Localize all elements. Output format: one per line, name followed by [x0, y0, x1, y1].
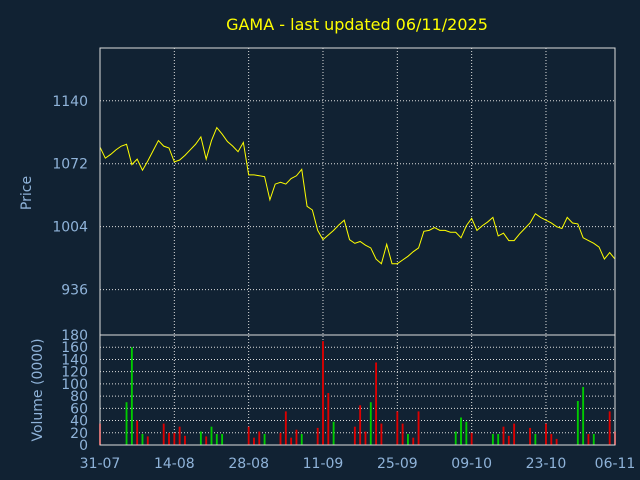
price-line — [99, 126, 616, 265]
volume-bar — [417, 411, 420, 445]
date-tick-label: 09-10 — [451, 456, 492, 472]
volume-bar — [184, 435, 186, 445]
volume-bar — [608, 411, 611, 445]
price-series — [99, 126, 616, 265]
volume-bar — [247, 426, 250, 445]
volume-bar — [497, 434, 500, 445]
volume-tick-label: 120 — [61, 365, 88, 381]
date-tick-label: 06-11 — [595, 456, 636, 472]
date-tick-label: 25-09 — [377, 456, 418, 472]
volume-tick-label: 20 — [70, 426, 88, 442]
volume-bar — [454, 431, 457, 445]
volume-bar — [460, 417, 462, 445]
volume-tick-label: 160 — [61, 340, 88, 356]
volume-bar — [412, 437, 415, 445]
date-tick-label: 23-10 — [526, 456, 567, 472]
volume-tick-label: 0 — [79, 438, 88, 454]
volume-bar — [322, 341, 324, 445]
volume-bar — [513, 423, 516, 445]
date-tick-label: 31-07 — [80, 456, 121, 472]
volume-bar — [364, 431, 367, 445]
volume-bar — [279, 432, 282, 445]
price-tick-label: 1140 — [52, 94, 88, 110]
volume-axis-label: Volume (0000) — [30, 338, 46, 441]
volume-bar — [396, 411, 399, 445]
volume-bar — [555, 438, 558, 445]
volume-bar — [300, 434, 303, 445]
volume-bar — [332, 421, 335, 445]
volume-bar — [550, 434, 553, 445]
volume-bar — [502, 426, 505, 445]
volume-panel-frame — [99, 334, 616, 446]
volume-bars — [99, 341, 616, 445]
volume-bar — [316, 427, 319, 445]
volume-bar — [369, 402, 372, 445]
volume-bar — [290, 437, 293, 445]
volume-bar — [407, 434, 409, 445]
volume-bar — [353, 426, 356, 445]
volume-bar — [215, 434, 218, 445]
volume-bar — [359, 405, 362, 445]
volume-bar — [327, 393, 330, 445]
volume-bar — [587, 434, 590, 445]
volume-bar — [253, 437, 255, 445]
date-tick-label: 28-08 — [228, 456, 269, 472]
volume-bar — [263, 434, 266, 445]
volume-bar — [168, 432, 170, 445]
volume-bar — [507, 435, 510, 445]
volume-bar — [210, 426, 213, 445]
price-tick-label: 1004 — [52, 220, 88, 236]
chart-title: GAMA - last updated 06/11/2025 — [226, 15, 488, 34]
volume-bar — [592, 434, 595, 445]
volume-bar — [141, 434, 144, 445]
volume-bar — [534, 434, 537, 445]
volume-bar — [205, 436, 208, 445]
volume-bar — [221, 434, 224, 445]
volume-bar — [491, 434, 494, 445]
volume-tick-label: 40 — [70, 414, 88, 430]
volume-bar — [125, 402, 128, 445]
volume-bar — [470, 432, 473, 445]
volume-bar — [199, 431, 202, 445]
volume-bar — [401, 423, 404, 445]
volume-tick-label: 140 — [61, 352, 88, 368]
volume-tick-label: 100 — [61, 377, 88, 393]
volume-bar — [375, 362, 378, 445]
volume-bar — [295, 429, 298, 445]
volume-bar — [173, 432, 176, 445]
volume-bar — [178, 426, 181, 445]
volume-bar — [258, 431, 261, 445]
volume-bar — [576, 401, 579, 445]
price-tick-label: 1072 — [52, 157, 88, 173]
volume-bar — [582, 386, 585, 445]
price-tick-label: 936 — [61, 283, 88, 299]
volume-bar — [545, 423, 547, 445]
volume-bar — [136, 420, 139, 445]
panel-frames — [99, 47, 616, 446]
volume-bar — [130, 347, 133, 445]
volume-tick-label: 80 — [70, 389, 88, 405]
volume-tick-label: 180 — [61, 328, 88, 344]
volume-bar — [465, 421, 468, 445]
volume-tick-label: 60 — [70, 401, 88, 417]
volume-bar — [146, 436, 149, 445]
date-tick-label: 14-08 — [154, 456, 195, 472]
date-tick-label: 11-09 — [303, 456, 344, 472]
volume-bar — [162, 423, 165, 445]
volume-bar — [380, 423, 383, 445]
price-axis-label: Price — [19, 176, 35, 210]
volume-bar — [284, 411, 287, 445]
volume-bar — [529, 427, 531, 445]
